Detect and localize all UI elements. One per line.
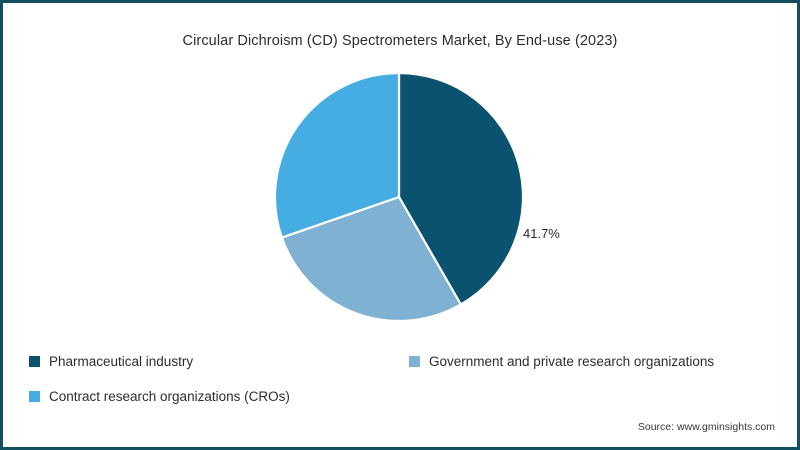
- legend-item-label: Contract research organizations (CROs): [49, 389, 290, 404]
- page-title: Circular Dichroism (CD) Spectrometers Ma…: [182, 33, 618, 49]
- legend-swatch-icon: [29, 356, 40, 368]
- pie-slice[interactable]: [273, 71, 401, 239]
- legend-item-label: Government and private research organiza…: [429, 354, 715, 369]
- legend-swatch-icon: [409, 356, 420, 368]
- pie-slice[interactable]: [280, 195, 462, 323]
- legend-item-pharmaceutical-industry[interactable]: Pharmaceutical industry: [29, 355, 409, 369]
- pie-chart-area: 41.7%: [3, 71, 797, 333]
- pie-slice[interactable]: [397, 71, 525, 306]
- pie-slice-group: [273, 71, 525, 323]
- legend: Pharmaceutical industry Government and p…: [29, 355, 781, 425]
- source-attribution: Source: www.gminsights.com: [637, 421, 775, 433]
- legend-row: Contract research organizations (CROs): [29, 390, 781, 425]
- legend-row: Pharmaceutical industry Government and p…: [29, 355, 781, 390]
- legend-item-label: Pharmaceutical industry: [49, 354, 194, 369]
- legend-item-government-and-private-research-organizations[interactable]: Government and private research organiza…: [409, 355, 714, 369]
- slice-value-label: 41.7%: [523, 226, 560, 241]
- pie-chart: [273, 71, 525, 323]
- legend-item-contract-research-organizations[interactable]: Contract research organizations (CROs): [29, 390, 409, 404]
- legend-swatch-icon: [29, 391, 40, 403]
